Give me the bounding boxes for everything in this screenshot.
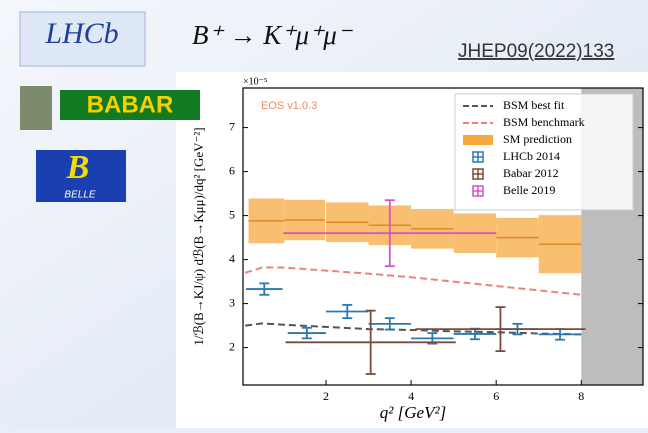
svg-text:B: B [66,149,90,186]
y-axis-label: 1/ℬ(B→KJ/ψ) dℬ(B→Kμμ)/dq² [GeV⁻²] [191,127,206,345]
legend-label: BSM benchmark [503,115,585,129]
legend-label: BSM best fit [503,98,565,112]
y-tick-label: 5 [229,207,235,221]
y-tick-label: 2 [229,339,235,353]
legend-label: Belle 2019 [503,183,555,197]
y-tick-label: 3 [229,295,235,309]
x-axis-label: q² [GeV²] [380,403,446,422]
annotation: EOS v1.0.3 [261,100,317,112]
logo-lhcb: LHCb [20,12,145,66]
legend-label: Babar 2012 [503,166,559,180]
x-tick-label: 8 [578,389,584,403]
logo-text: BABAR [87,91,174,118]
logo-text: LHCb [44,17,118,50]
slide: LHCb BABAR B BELLE B⁺ → K⁺μ⁺μ⁻ JHEP09(20… [0,0,648,428]
y-tick-label: 7 [229,119,235,133]
y-tick-label: 6 [229,163,235,177]
legend-label: SM prediction [503,132,572,146]
logo-text: BELLE [64,190,95,201]
y-scale-label: ×10⁻⁵ [243,76,267,87]
logo-belle: B BELLE [36,149,126,202]
legend-label: LHCb 2014 [503,149,560,163]
title: B⁺ → K⁺μ⁺μ⁻ [192,20,353,50]
x-tick-label: 6 [493,389,499,403]
x-tick-label: 2 [323,389,329,403]
y-tick-label: 4 [229,251,235,265]
x-tick-label: 4 [408,389,414,403]
reference: JHEP09(2022)133 [458,41,614,62]
legend-swatch [463,135,493,145]
page: LHCb BABAR B BELLE B⁺ → K⁺μ⁺μ⁻ JHEP09(20… [0,0,648,428]
